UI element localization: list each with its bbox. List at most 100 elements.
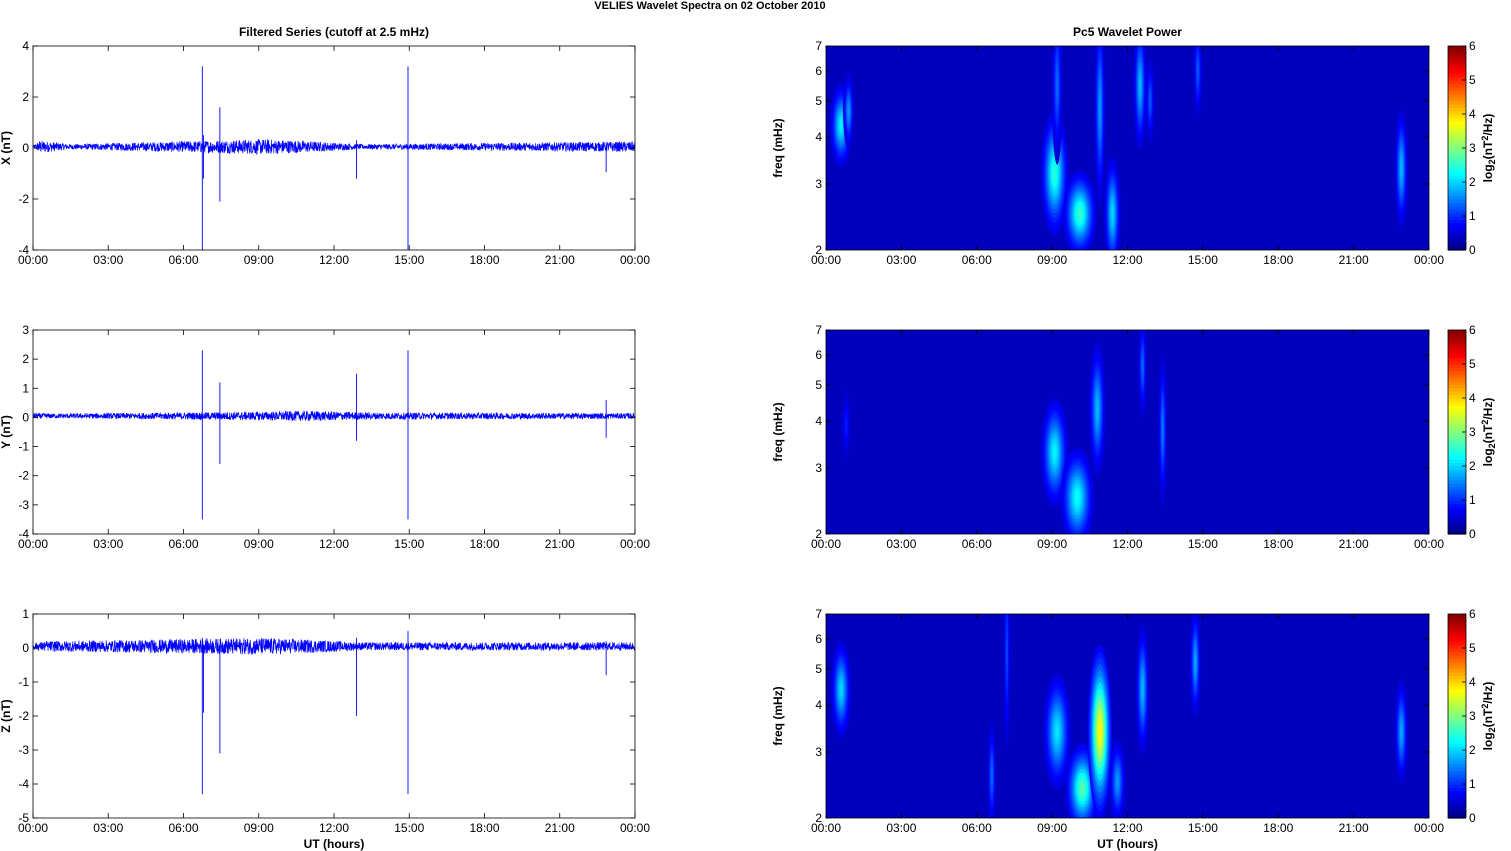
x-tick-label: 06:00: [962, 821, 992, 835]
x-tick-label: 18:00: [1263, 821, 1293, 835]
colorbar-segment: [1448, 165, 1466, 169]
colorbar-segment: [1448, 506, 1466, 511]
power-region: [1400, 727, 1402, 736]
power-region: [1111, 209, 1114, 218]
y-tick-label: -2: [18, 192, 29, 206]
x-tick-label: 15:00: [1188, 821, 1218, 835]
colorbar-segment: [1448, 103, 1466, 108]
colorbar-segment: [1448, 93, 1466, 98]
colorbar-segment: [1448, 222, 1466, 227]
x-tick-label: 00:00: [18, 537, 48, 551]
colorbar-segment: [1448, 107, 1466, 112]
colorbar-segment: [1448, 239, 1466, 244]
colorbar-segment: [1448, 688, 1466, 693]
colorbar-segment: [1448, 367, 1466, 372]
colorbar-segment: [1448, 229, 1466, 234]
colorbar-segment: [1448, 404, 1466, 409]
chart-title: Pc5 Wavelet Power: [1073, 25, 1182, 39]
colorbar-segment: [1448, 787, 1466, 792]
x-spectrum: 00:00 03:00 06:00 09:00 12:00 15:00 18:00 21:00…: [771, 25, 1497, 267]
colorbar-segment: [1448, 360, 1466, 365]
y-tick-label: -2: [18, 709, 29, 723]
colorbar-tick-label: 6: [1469, 607, 1476, 621]
x-tick-label: 06:00: [962, 253, 992, 267]
y-tick-label: 2: [22, 90, 29, 104]
spectrum-power: [841, 330, 1168, 534]
colorbar-segment: [1448, 459, 1466, 464]
y-tick-label: 3: [22, 323, 29, 337]
colorbar-segment: [1448, 527, 1466, 532]
power-region: [1076, 494, 1079, 502]
colorbar-segment: [1448, 202, 1466, 207]
x-tick-label: 06:00: [168, 537, 198, 551]
colorbar-segment: [1448, 246, 1466, 251]
colorbar-segment: [1448, 205, 1466, 210]
colorbar-segment: [1448, 97, 1466, 101]
colorbar-tick-label: 0: [1469, 811, 1476, 825]
x-tick-label: 09:00: [244, 537, 274, 551]
spectrum-power: [830, 46, 1408, 250]
y-tick-label: 0: [22, 641, 29, 655]
colorbar-segment: [1448, 350, 1466, 355]
colorbar-segment: [1448, 658, 1466, 663]
colorbar-segment: [1448, 455, 1466, 460]
y-tick-label: -4: [18, 527, 29, 541]
colorbar-tick-label: 5: [1469, 357, 1476, 371]
colorbar-segment: [1448, 530, 1466, 535]
power-region: [991, 771, 993, 780]
y-tick-label: 0: [22, 141, 29, 155]
colorbar-segment: [1448, 716, 1466, 720]
colorbar-segment: [1448, 486, 1466, 491]
colorbar-segment: [1448, 614, 1466, 618]
colorbar-segment: [1448, 479, 1466, 484]
colorbar-segment: [1448, 743, 1466, 748]
colorbar-segment: [1448, 333, 1466, 338]
colorbar-segment: [1448, 513, 1466, 518]
colorbar-segment: [1448, 685, 1466, 690]
colorbar-segment: [1448, 148, 1466, 152]
x-tick-label: 12:00: [319, 537, 349, 551]
colorbar-segment: [1448, 401, 1466, 406]
colorbar-segment: [1448, 66, 1466, 71]
power-region: [1053, 169, 1056, 178]
colorbar-segment: [1448, 141, 1466, 146]
y-tick-label: 4: [815, 414, 822, 428]
x-tick-label: 21:00: [545, 821, 575, 835]
colorbar-segment: [1448, 692, 1466, 697]
colorbar-segment: [1448, 86, 1466, 91]
colorbar-segment: [1448, 729, 1466, 734]
plot-frame: [32, 329, 636, 535]
y-axis-label: X (nT): [0, 131, 13, 165]
power-region: [848, 108, 849, 114]
colorbar-segment: [1448, 500, 1466, 504]
colorbar-segment: [1448, 144, 1466, 149]
colorbar-segment: [1448, 435, 1466, 440]
colorbar-segment: [1448, 797, 1466, 802]
x-tick-label: 21:00: [545, 253, 575, 267]
colorbar-segment: [1448, 722, 1466, 727]
colorbar-segment: [1448, 476, 1466, 481]
power-region: [1098, 725, 1101, 738]
x-tick-label: 12:00: [1112, 537, 1142, 551]
colorbar-tick-label: 2: [1469, 459, 1476, 473]
x-tick-label: 12:00: [319, 253, 349, 267]
x-tick-label: 18:00: [469, 253, 499, 267]
x-tick-label: 03:00: [93, 253, 123, 267]
y-axis-label: Y (nT): [0, 415, 13, 449]
colorbar-segment: [1448, 794, 1466, 799]
colorbar-label-part: 2: [1480, 136, 1490, 141]
y-tick-label: 4: [815, 130, 822, 144]
x-tick-label: 06:00: [168, 821, 198, 835]
x-tick-label: 00:00: [620, 537, 650, 551]
colorbar-segment: [1448, 49, 1466, 54]
colorbar-label-part: (nT: [1481, 140, 1495, 159]
colorbar-label-part: /Hz): [1481, 682, 1495, 704]
power-region: [1078, 210, 1081, 217]
x-tick-label: 00:00: [1414, 537, 1444, 551]
colorbar-segment: [1448, 661, 1466, 666]
colorbar-segment: [1448, 510, 1466, 515]
y-tick-label: -3: [18, 743, 29, 757]
colorbar-tick-label: 6: [1469, 39, 1476, 53]
